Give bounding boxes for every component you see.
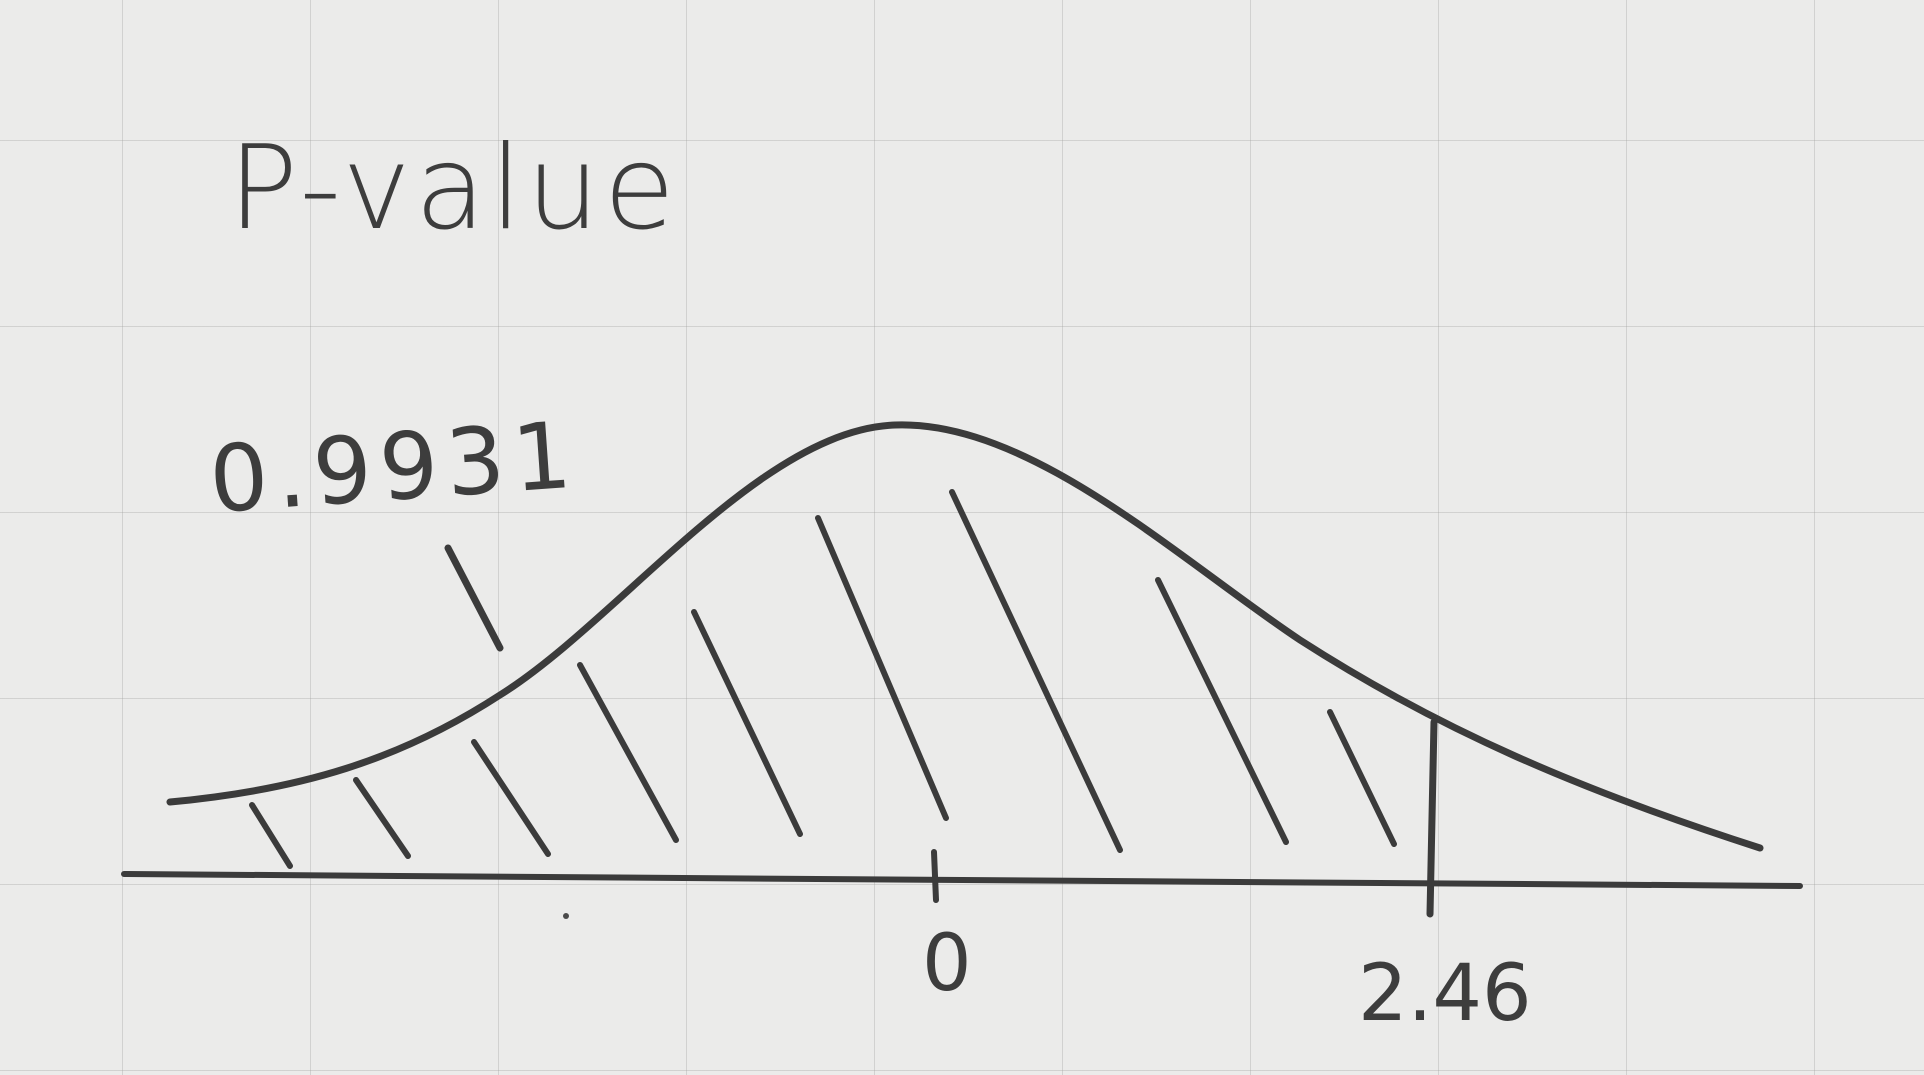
- hatch-line: [577, 662, 679, 843]
- pencil-speck: [563, 913, 569, 919]
- hatch-line: [1155, 577, 1289, 845]
- zero-tick-mark: [931, 849, 939, 903]
- hatch-line: [249, 802, 293, 869]
- label-pointer-line: [444, 544, 504, 652]
- hatch-line: [353, 777, 411, 859]
- tick-label-critical-value: 2.46: [1358, 949, 1532, 1039]
- hatch-line: [471, 739, 551, 857]
- hatch-line: [815, 515, 949, 821]
- bell-curve: [166, 421, 1764, 852]
- tick-label-zero: 0: [922, 919, 972, 1009]
- shaded-area-hatching: [249, 489, 1397, 869]
- title-label: P-value: [228, 121, 679, 256]
- probability-label: 0.9931: [206, 401, 582, 534]
- hatch-line: [949, 489, 1123, 853]
- hatch-line: [691, 609, 803, 837]
- x-axis-line: [121, 871, 1803, 889]
- hatch-line: [1327, 709, 1397, 847]
- critical-value-line: [1426, 718, 1438, 918]
